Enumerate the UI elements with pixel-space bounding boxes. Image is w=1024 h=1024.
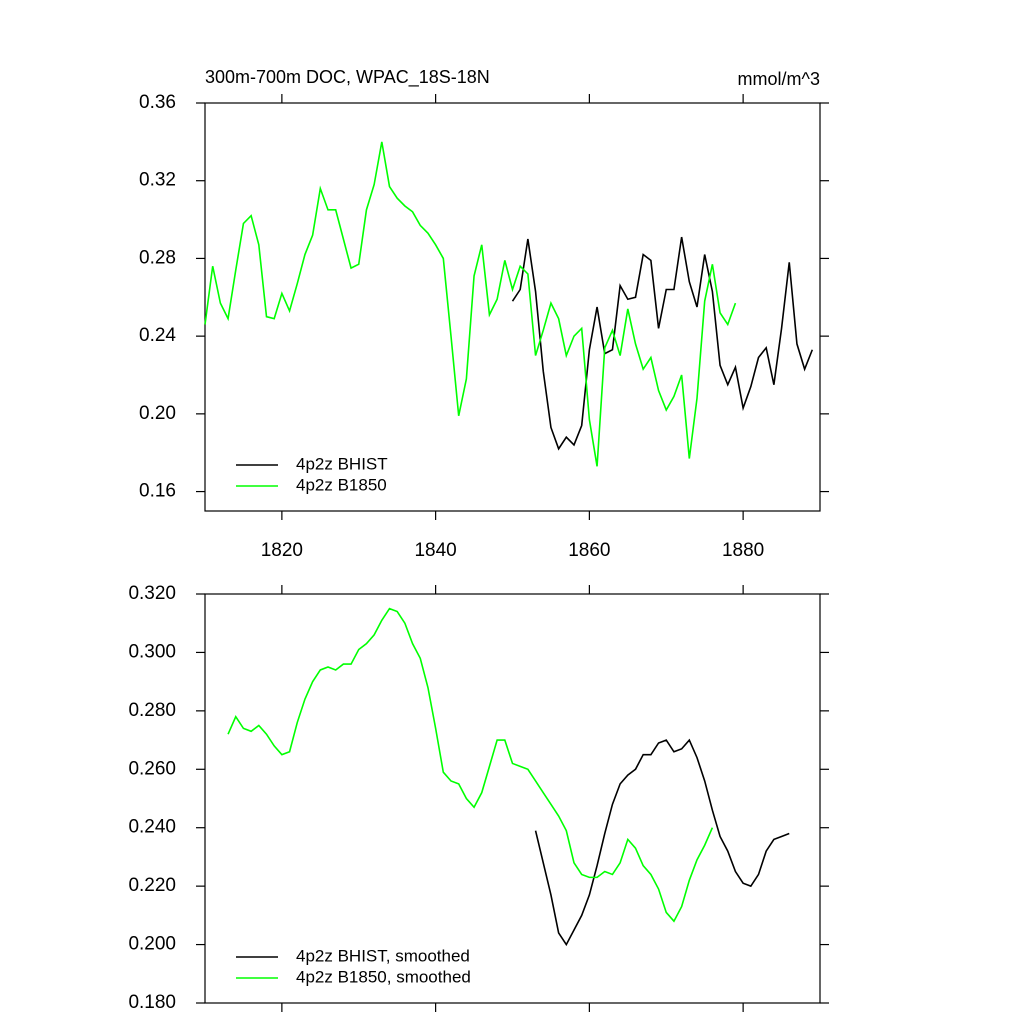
data-line: [511, 236, 814, 451]
y-tick-label: 0.28: [139, 247, 176, 268]
legend-label: 4p2z BHIST, smoothed: [296, 946, 470, 965]
y-tick-label: 0.300: [128, 641, 176, 662]
data-line: [204, 141, 737, 467]
units-label: mmol/m^3: [738, 69, 820, 89]
legend-label: 4p2z B1850, smoothed: [296, 967, 471, 986]
data-line: [227, 607, 714, 923]
data-line: [534, 738, 790, 947]
y-tick-label: 0.36: [139, 92, 176, 113]
y-tick-label: 0.240: [128, 817, 176, 838]
y-tick-label: 0.180: [128, 992, 176, 1013]
legend-label: 4p2z B1850: [296, 475, 387, 494]
y-tick-label: 0.24: [139, 325, 176, 346]
legend-label: 4p2z BHIST: [296, 454, 388, 473]
y-tick-label: 0.320: [128, 583, 176, 604]
y-tick-label: 0.200: [128, 934, 176, 955]
chart-title: 300m-700m DOC, WPAC_18S-18N: [205, 67, 490, 88]
x-tick-label: 1860: [568, 540, 610, 561]
plot-frame: [204, 102, 821, 512]
plot-frame: [204, 593, 821, 1004]
y-tick-label: 0.20: [139, 403, 176, 424]
x-tick-label: 1840: [414, 540, 456, 561]
y-tick-label: 0.16: [139, 481, 176, 502]
x-tick-label: 1880: [722, 540, 764, 561]
y-tick-label: 0.280: [128, 700, 176, 721]
y-tick-label: 0.32: [139, 170, 176, 191]
x-tick-label: 1820: [261, 540, 303, 561]
y-tick-label: 0.220: [128, 875, 176, 896]
y-tick-label: 0.260: [128, 758, 176, 779]
